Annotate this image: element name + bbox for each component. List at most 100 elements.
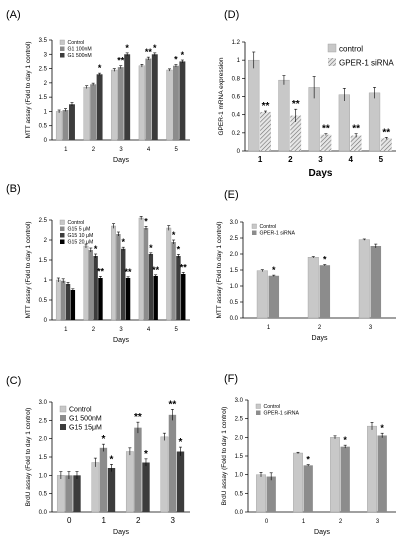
significance-marker: * [380, 423, 384, 433]
bar [111, 69, 118, 141]
x-tick-label: 2 [318, 325, 322, 331]
legend-swatch [328, 58, 336, 66]
y-tick-label: 1.5 [235, 454, 244, 460]
y-tick-label: 0.0 [235, 510, 244, 516]
y-tick-label: 2.0 [39, 437, 48, 443]
bar [166, 69, 173, 141]
bar [160, 436, 169, 513]
legend-swatch [60, 46, 65, 51]
panel-c: (C) 0.0 0.5 1.0 1.5 2.0 2.5 3.0 BrdU assay (Fold… [6, 375, 190, 536]
legend-swatch [327, 43, 337, 53]
panel-a: (A) 0 0.5 1 1.5 2 2.5 3 3.5 MTT assay (Fold to da… [6, 9, 190, 164]
significance-marker: ** [262, 101, 270, 112]
bar [340, 446, 350, 512]
y-tick-label: 1.0 [235, 473, 244, 479]
legend-label: G15 20 μM [68, 240, 94, 246]
legend-swatch [256, 410, 261, 415]
bar [90, 84, 97, 140]
legend-label: G15 5 μM [68, 227, 91, 233]
y-tick-label: 1 [44, 278, 48, 284]
y-tick-label: 1.5 [39, 95, 48, 101]
y-tick-label: 0.0 [39, 510, 48, 516]
legend-swatch [59, 219, 65, 225]
bar [370, 246, 382, 318]
y-tick-label: 0 [44, 138, 48, 144]
y-tick-label: 1.2 [232, 40, 241, 46]
y-tick-label: 0 [237, 149, 241, 155]
x-tick-label: 0 [67, 516, 72, 525]
bar [125, 451, 134, 513]
bar [55, 279, 61, 321]
x-tick-label: 2 [339, 519, 343, 525]
significance-marker: * [174, 55, 178, 65]
bar [278, 79, 290, 152]
significance-marker: * [144, 216, 148, 226]
significance-marker: * [172, 230, 176, 240]
bar [358, 239, 370, 319]
bar [256, 474, 266, 513]
y-tick-label: 0.6 [232, 95, 241, 101]
y-axis-label: MTT assay (Fold to day 1 control) [25, 41, 32, 138]
significance-marker: ** [97, 266, 105, 276]
y-tick-label: 2.5 [39, 418, 48, 424]
significance-marker: * [306, 455, 310, 465]
bar [330, 437, 340, 513]
panel-d: (D) 0 0.2 0.4 0.6 0.8 1 1.2 GPER-1 mRNA expressi… [218, 9, 396, 179]
panel-e: (E) 0.0 0.5 1.0 1.5 2.0 2.5 3.0 MTT assay (Fold … [216, 189, 396, 342]
y-tick-label: 2.5 [235, 417, 244, 423]
significance-marker: * [121, 237, 125, 247]
y-axis-label: MTT assay (Fold to day 1 control) [25, 221, 32, 318]
legend-label: Control [68, 220, 85, 226]
bar [377, 435, 387, 512]
y-tick-label: 0.5 [230, 300, 239, 306]
significance-marker: ** [322, 124, 330, 135]
bar [117, 67, 124, 140]
bar [70, 290, 76, 320]
x-tick-label: 1 [302, 519, 306, 525]
bar [98, 278, 103, 320]
bar [320, 134, 332, 151]
bar [124, 54, 131, 140]
legend-swatch [60, 424, 66, 430]
bar [91, 462, 100, 513]
significance-marker: ** [382, 127, 390, 138]
legend-label: G1 100nM [68, 47, 92, 53]
x-tick-label: 3 [119, 327, 123, 333]
legend-swatch [255, 403, 261, 409]
bar [293, 452, 303, 513]
y-tick-label: 0.4 [232, 113, 241, 119]
bar [171, 242, 176, 320]
bar [256, 270, 268, 319]
significance-marker: * [177, 244, 181, 254]
panel-label: (D) [224, 9, 239, 21]
bar [138, 217, 144, 321]
y-tick-label: 1.0 [230, 284, 239, 290]
panel-label: (E) [224, 189, 239, 201]
significance-marker: * [272, 265, 276, 275]
y-tick-label: 3.0 [230, 220, 239, 226]
legend-swatch [252, 230, 257, 235]
bar [116, 234, 121, 320]
legend-label: Control [264, 404, 281, 410]
bar [143, 228, 149, 320]
bar [148, 254, 154, 320]
significance-marker: ** [180, 262, 188, 272]
x-tick-label: 2 [92, 147, 96, 153]
bar [176, 451, 185, 512]
legend-label: control [339, 45, 363, 54]
x-tick-label: 5 [379, 155, 384, 164]
panel-label: (B) [6, 183, 21, 195]
x-axis-label: Days [314, 529, 330, 536]
bar [65, 284, 71, 320]
significance-marker: * [323, 255, 327, 265]
bar [65, 475, 73, 512]
y-tick-label: 2.5 [39, 67, 48, 73]
significance-marker: ** [292, 99, 300, 110]
bar [260, 111, 271, 151]
legend-label: Control [260, 224, 277, 230]
legend-label: Control [68, 40, 85, 46]
legend-swatch [60, 415, 66, 421]
y-tick-label: 3.5 [39, 38, 48, 44]
y-tick-label: 1.0 [39, 473, 48, 479]
